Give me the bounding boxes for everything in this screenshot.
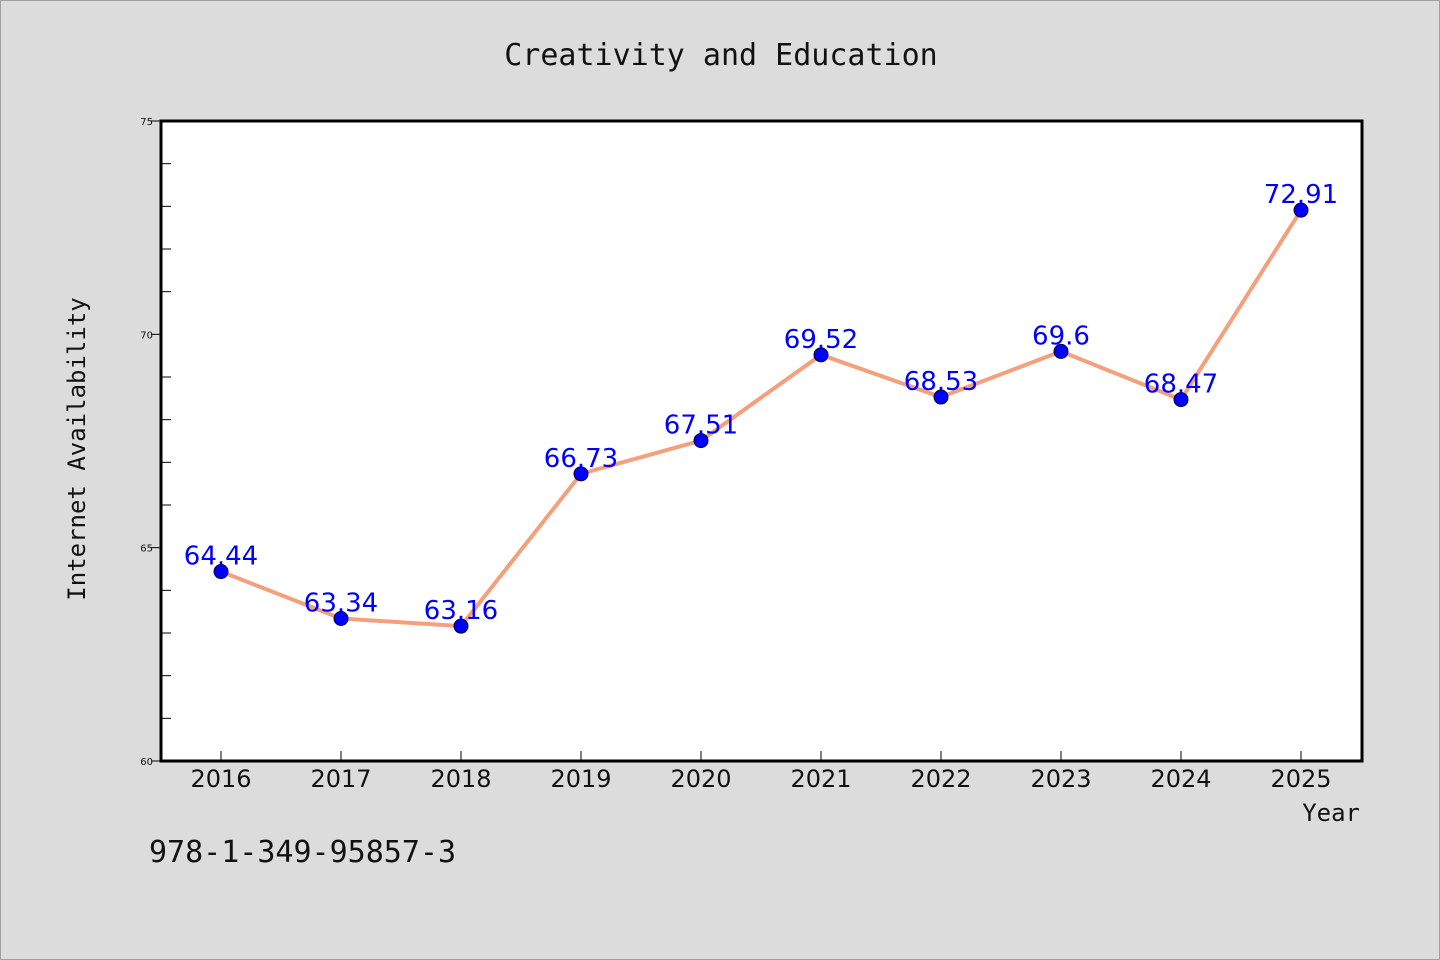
x-tick-label: 2024 bbox=[1150, 765, 1211, 793]
data-point bbox=[573, 466, 589, 482]
data-point bbox=[933, 389, 949, 405]
x-tick-label: 2025 bbox=[1270, 765, 1331, 793]
data-point bbox=[1053, 343, 1069, 359]
y-tick-label: 75 bbox=[140, 117, 153, 128]
data-label: 64.44 bbox=[184, 542, 258, 572]
x-axis-title: Year bbox=[1302, 799, 1360, 827]
data-point bbox=[693, 433, 709, 449]
data-label: 68.53 bbox=[904, 367, 978, 397]
x-tick-label: 2021 bbox=[790, 765, 851, 793]
plot-area bbox=[159, 119, 1364, 763]
data-point bbox=[813, 347, 829, 363]
y-tick-label: 70 bbox=[140, 330, 153, 341]
x-tick-label: 2022 bbox=[910, 765, 971, 793]
data-label: 67.51 bbox=[664, 411, 738, 441]
data-label: 63.16 bbox=[424, 596, 498, 626]
x-tick-label: 2016 bbox=[190, 765, 251, 793]
x-tick-label: 2017 bbox=[310, 765, 371, 793]
data-point bbox=[453, 618, 469, 634]
data-label: 66.73 bbox=[544, 444, 618, 474]
data-label: 63.34 bbox=[304, 588, 378, 618]
data-labels: 64.44 63.34 63.16 66.73 67.51 69.52 68.53 69.6 6… bbox=[184, 180, 1338, 626]
x-tick-label: 2019 bbox=[550, 765, 611, 793]
x-axis: 2016 2017 2018 2019 2020 2021 2022 2023 2024 2025 bbox=[190, 751, 1332, 793]
series-line bbox=[219, 208, 1303, 629]
data-point bbox=[333, 610, 349, 626]
footer-code: 978-1-349-95857-3 bbox=[149, 835, 457, 870]
data-label: 72.91 bbox=[1264, 180, 1338, 210]
data-label: 69.52 bbox=[784, 325, 858, 355]
chart-title: Creativity and Education bbox=[504, 38, 937, 73]
x-tick-label: 2018 bbox=[430, 765, 491, 793]
data-series bbox=[219, 208, 1303, 629]
x-tick-label: 2023 bbox=[1030, 765, 1091, 793]
y-axis-title: Internet Availability bbox=[63, 297, 91, 600]
data-point bbox=[1293, 202, 1309, 218]
data-points bbox=[213, 202, 1309, 634]
data-label: 69.6 bbox=[1032, 321, 1090, 351]
x-tick-label: 2020 bbox=[670, 765, 731, 793]
y-axis: 60 65 70 75 bbox=[140, 117, 171, 768]
y-tick-label: 65 bbox=[140, 544, 153, 555]
data-point bbox=[1173, 392, 1189, 408]
y-tick-label: 60 bbox=[140, 757, 153, 768]
data-label: 68.47 bbox=[1144, 370, 1218, 400]
data-point bbox=[213, 564, 229, 580]
